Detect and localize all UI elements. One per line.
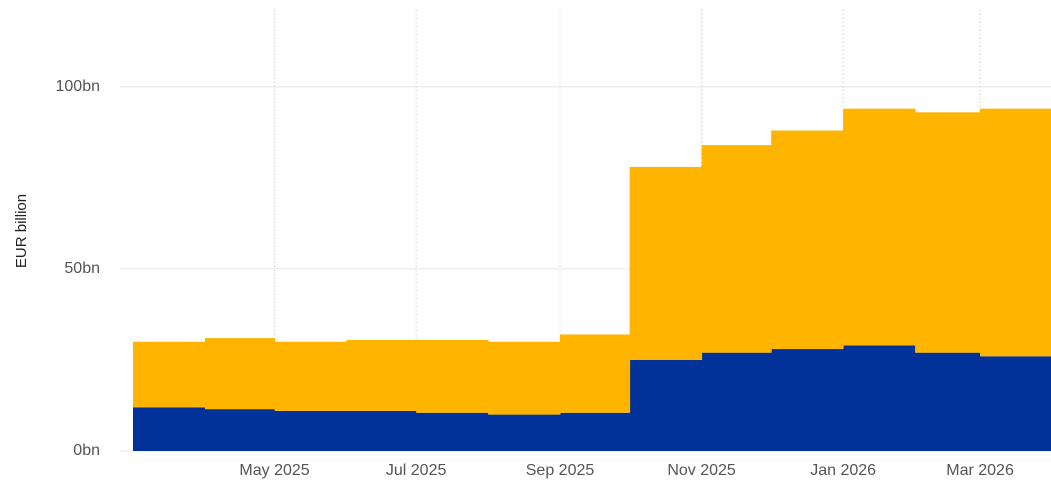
area-segment <box>274 341 348 411</box>
area-segment <box>204 409 276 451</box>
x-tick-label: Jan 2026 <box>810 462 876 479</box>
area-segment <box>488 414 561 451</box>
y-tick-label: 50bn <box>64 260 100 277</box>
x-tick-label: Mar 2026 <box>946 462 1014 479</box>
area-segment <box>274 410 348 451</box>
area-segment <box>980 356 1051 451</box>
area-segment <box>771 349 844 451</box>
y-tick-label: 0bn <box>73 442 100 459</box>
area-segment <box>843 345 916 451</box>
area-segment <box>346 410 417 451</box>
area-segment <box>133 407 206 451</box>
area-segment <box>416 339 489 413</box>
x-tick-label: Jul 2025 <box>386 462 447 479</box>
area-segment <box>204 338 276 410</box>
area-segment <box>488 341 561 415</box>
x-tick-label: Nov 2025 <box>667 462 736 479</box>
x-tick-label: May 2025 <box>239 462 309 479</box>
area-segment <box>560 412 631 451</box>
area-segment <box>843 108 916 346</box>
area-segment <box>133 341 206 408</box>
area-segment <box>980 108 1051 357</box>
x-tick-label: Sep 2025 <box>526 462 595 479</box>
area-segment <box>346 339 417 411</box>
area-segment <box>701 145 772 353</box>
area-segment <box>771 130 844 350</box>
area-segment <box>701 352 772 451</box>
area-segment <box>629 166 703 360</box>
area-segment <box>416 412 489 451</box>
area-segment <box>560 334 631 413</box>
y-tick-label: 100bn <box>56 78 101 95</box>
y-axis-label: EUR billion <box>13 194 30 268</box>
area-segment <box>915 352 981 451</box>
area-segment <box>629 359 703 451</box>
area-segment <box>915 112 981 353</box>
